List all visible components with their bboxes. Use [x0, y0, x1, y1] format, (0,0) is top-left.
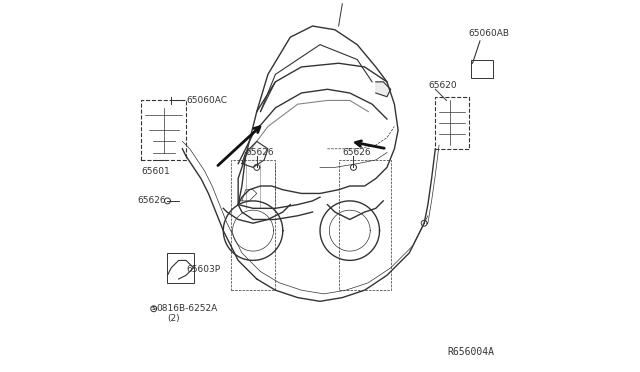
Text: 65060AB: 65060AB	[468, 29, 510, 38]
Text: 65626: 65626	[246, 148, 274, 157]
Bar	[470, 60, 493, 78]
Bar	[168, 253, 193, 283]
Text: S: S	[152, 306, 156, 311]
Text: 65601: 65601	[141, 167, 170, 176]
Bar	[435, 97, 468, 149]
Bar	[141, 100, 186, 160]
Polygon shape	[376, 82, 390, 97]
Bar	[339, 160, 390, 290]
Text: 65626: 65626	[342, 148, 371, 157]
Polygon shape	[242, 141, 268, 167]
Bar	[231, 160, 275, 290]
Text: 65060AC: 65060AC	[186, 96, 227, 105]
Text: R656004A: R656004A	[448, 347, 495, 357]
Text: 65626: 65626	[138, 196, 166, 205]
Text: 65603P: 65603P	[186, 265, 220, 274]
Text: 0816B-6252A: 0816B-6252A	[156, 304, 218, 313]
Text: (2): (2)	[168, 314, 180, 323]
Text: 65620: 65620	[428, 81, 456, 90]
